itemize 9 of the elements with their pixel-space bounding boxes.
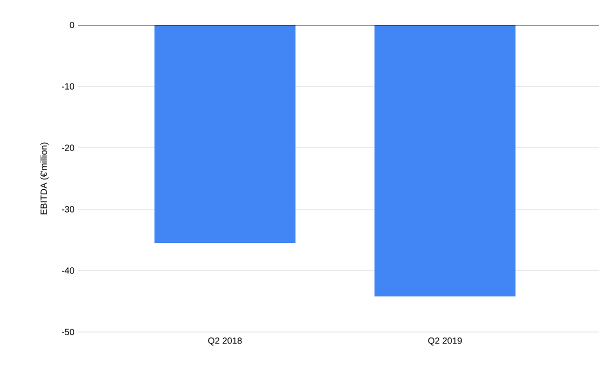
y-tick-label: -30 (62, 206, 74, 212)
x-tick-label: Q2 2019 (428, 338, 462, 346)
y-tick-label: 0 (70, 22, 74, 28)
y-axis-title: EBITDA (€'million) (40, 142, 49, 214)
x-tick-label: Q2 2018 (208, 338, 242, 346)
y-tick-label: -10 (62, 83, 74, 90)
y-tick-label: -20 (62, 144, 74, 151)
y-tick-label: -40 (62, 267, 74, 274)
y-tick-label: -50 (62, 328, 74, 336)
